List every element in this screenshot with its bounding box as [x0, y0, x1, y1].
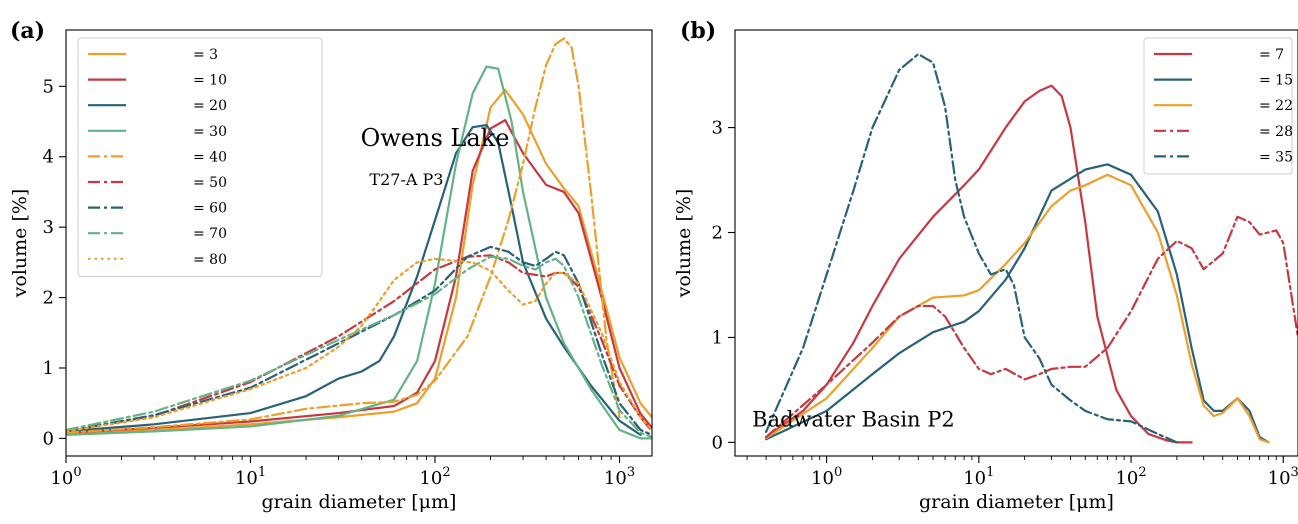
series-line	[764, 215, 1298, 439]
legend-label: = 15	[1259, 73, 1293, 89]
legend-label: = 28	[1259, 124, 1293, 140]
x-tick-label: 103	[604, 465, 635, 489]
y-tick-label: 3	[712, 118, 723, 139]
chart-panel-a: (a) 100 101 102 103 0 1 2 3 4 5 grain diameter [μm]…	[9, 18, 653, 513]
axes-frame	[734, 29, 1298, 457]
series-group	[66, 37, 652, 440]
y-axis-label: volume [%]	[9, 189, 31, 299]
x-tick-label: 101	[235, 465, 266, 489]
y-tick-label: 1	[712, 327, 723, 348]
series-line	[66, 245, 652, 436]
legend-box	[77, 37, 323, 277]
series-group	[764, 53, 1298, 444]
y-tick-label: 0	[43, 428, 54, 449]
x-axis-label: grain diameter [μm]	[919, 491, 1114, 513]
annotation: Owens Lake	[361, 124, 510, 152]
x-tick-label: 103	[1268, 465, 1298, 489]
legend-label: = 30	[193, 124, 227, 140]
series-line	[66, 255, 652, 439]
y-tick-label: 2	[43, 288, 54, 309]
legend-label: = 60	[193, 201, 227, 217]
series-line	[764, 173, 1270, 444]
series-line	[66, 123, 642, 436]
annotation: T27-A P3	[369, 170, 443, 189]
legend-label: = 22	[1259, 98, 1293, 114]
chart-panel-b: (b) 100 101 102 103 0 1 2 3 grain diameter [μm] vo…	[673, 18, 1298, 513]
series-line	[66, 257, 652, 433]
axes-frame	[65, 29, 653, 457]
legend-label: = 20	[193, 98, 227, 114]
legend-label: = 70	[193, 226, 227, 242]
legend: = 7 = 15 = 22 = 28 = 35	[1143, 37, 1293, 175]
y-tick-label: 0	[712, 432, 723, 453]
series-line	[66, 65, 652, 440]
x-tick-label: 102	[1115, 465, 1146, 489]
series-line	[764, 53, 1178, 444]
x-tick-label: 102	[419, 465, 450, 489]
legend-label: = 3	[193, 47, 218, 63]
y-axis-label: volume [%]	[673, 189, 695, 299]
legend: = 3 = 10 = 20 = 30 = 40 = 50 = 60 = 70 = 80	[77, 37, 323, 277]
y-tick-label: 5	[43, 76, 54, 97]
legend-label: = 80	[193, 252, 227, 268]
legend-box	[1143, 37, 1293, 175]
panel-letter: (b)	[680, 18, 716, 44]
series-line	[66, 254, 652, 433]
series-line	[66, 37, 621, 434]
y-tick-label: 2	[712, 223, 723, 244]
y-tick-label: 3	[43, 217, 54, 238]
y-tick-label: 4	[43, 147, 54, 168]
legend-label: = 35	[1259, 149, 1293, 165]
legend-label: = 50	[193, 175, 227, 191]
series-line	[764, 84, 1193, 444]
x-tick-label: 100	[811, 465, 842, 489]
panel-letter: (a)	[10, 18, 45, 44]
x-tick-label: 100	[50, 465, 81, 489]
legend-label: = 40	[193, 149, 227, 165]
y-tick-label: 1	[43, 358, 54, 379]
legend-label: = 10	[193, 73, 227, 89]
annotation: Badwater Basin P2	[752, 408, 955, 432]
x-axis-label: grain diameter [μm]	[262, 491, 457, 513]
x-tick-label: 101	[963, 465, 994, 489]
legend-label: = 7	[1259, 47, 1284, 63]
